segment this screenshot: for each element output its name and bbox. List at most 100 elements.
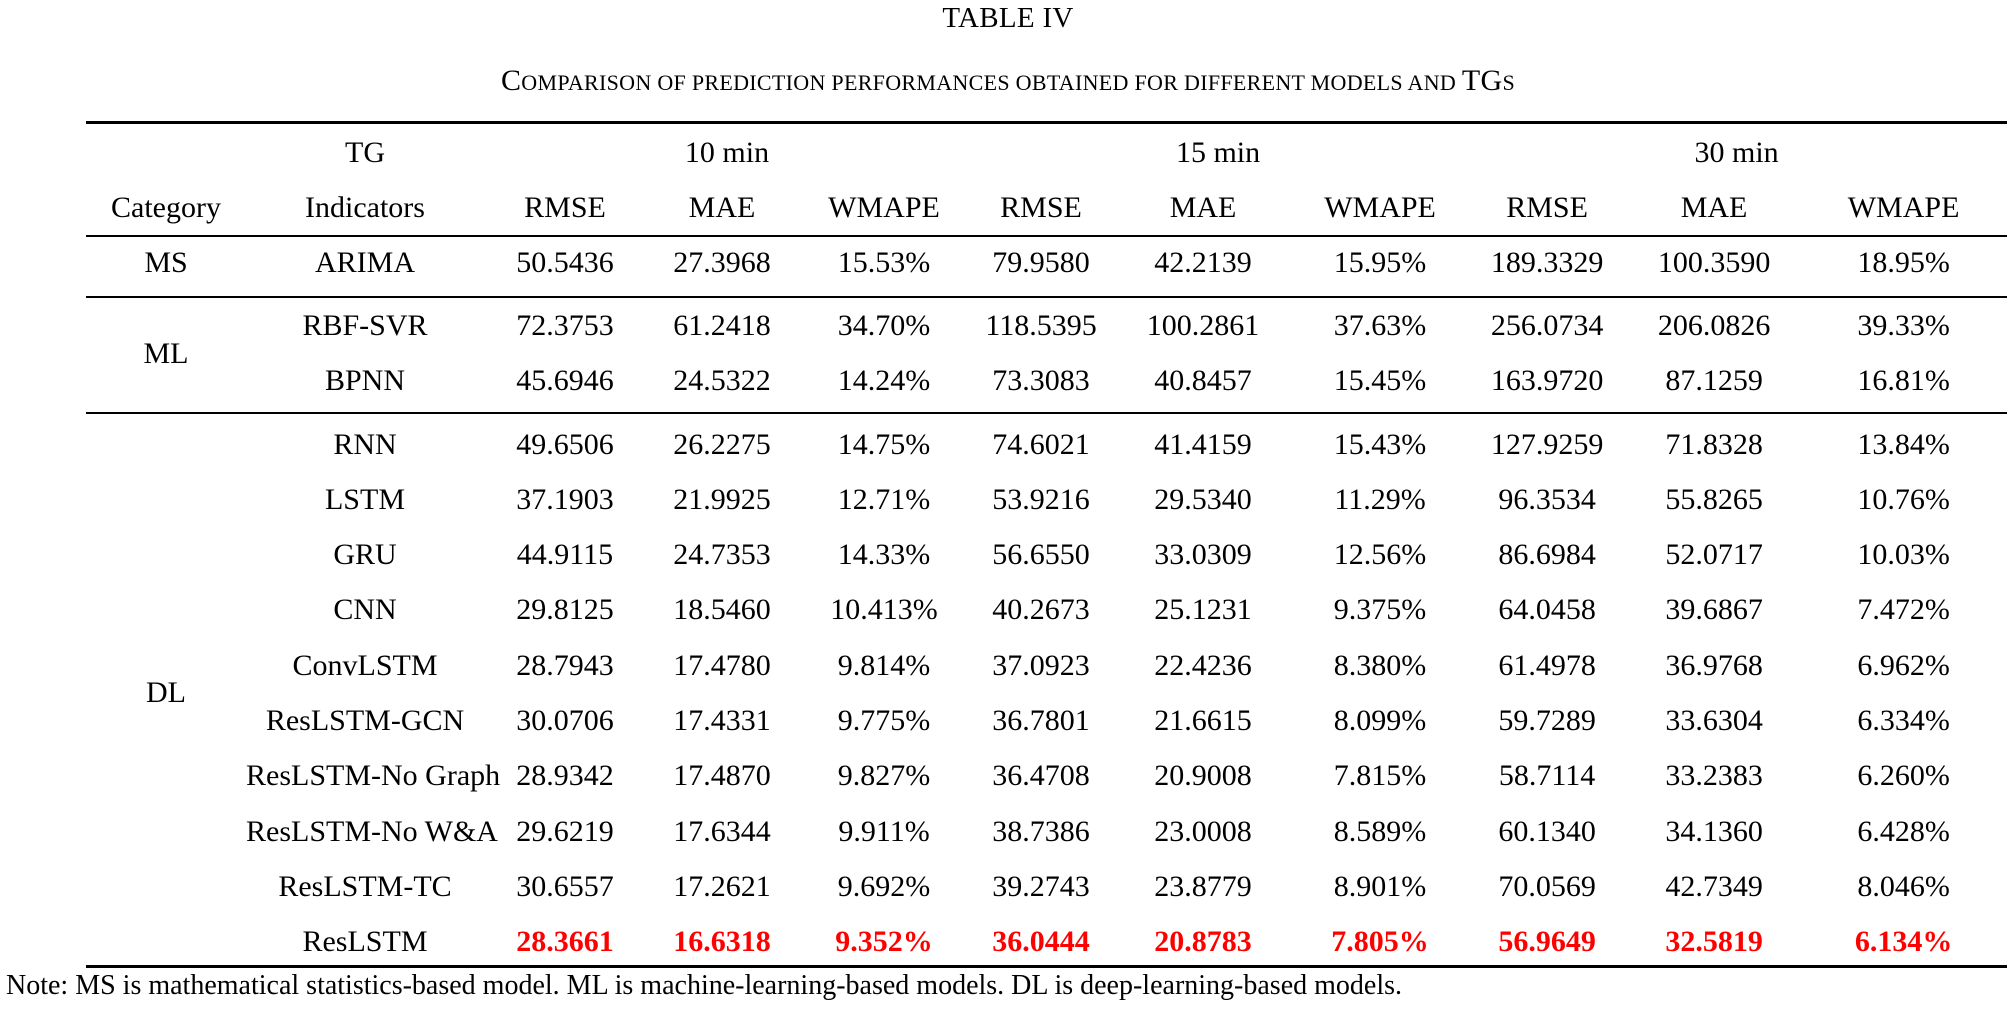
header-mae: MAE — [1169, 191, 1237, 224]
value-cell: 14.24% — [837, 364, 931, 398]
value-cell: 41.4159 — [1154, 427, 1252, 461]
ml-group-rule — [86, 412, 2007, 414]
value-cell: 58.7114 — [1498, 759, 1596, 793]
value-cell: 15.43% — [1333, 427, 1427, 461]
value-cell: 26.2275 — [673, 427, 771, 461]
value-cell: 30.6557 — [516, 869, 614, 903]
value-cell: 23.0008 — [1154, 814, 1252, 848]
value-cell: 53.9216 — [992, 482, 1090, 516]
value-cell: 20.8783 — [1154, 925, 1252, 959]
header-rmse: RMSE — [1506, 191, 1588, 224]
model-cell: ResLSTM-TC — [278, 869, 452, 903]
value-cell: 6.962% — [1857, 648, 1950, 682]
value-cell: 8.099% — [1333, 704, 1427, 738]
model-cell: GRU — [333, 538, 397, 572]
table-note: Note: MS is mathematical statistics-base… — [6, 970, 1403, 1001]
value-cell: 9.911% — [838, 814, 930, 848]
table-row: ResLSTM-TC 30.6557 17.2621 9.692% 39.2743 23.… — [86, 859, 2007, 914]
value-cell: 256.0734 — [1490, 308, 1604, 342]
value-cell: 13.84% — [1857, 427, 1950, 461]
value-cell: 16.6318 — [673, 925, 771, 959]
value-cell: 9.814% — [837, 648, 931, 682]
value-cell: 42.7349 — [1665, 869, 1763, 903]
value-cell: 29.6219 — [516, 814, 614, 848]
value-cell: 55.8265 — [1665, 482, 1763, 516]
value-cell: 39.33% — [1857, 308, 1950, 342]
value-cell: 17.4780 — [673, 648, 771, 682]
value-cell: 22.4236 — [1154, 648, 1252, 682]
value-cell: 100.3590 — [1657, 245, 1771, 279]
value-cell: 39.6867 — [1665, 593, 1763, 627]
subtitle-initial: C — [500, 64, 522, 97]
value-cell: 38.7386 — [992, 814, 1090, 848]
table-row: ResLSTM-No W&A 29.6219 17.6344 9.911% 38.738… — [86, 804, 2007, 859]
table-row: LSTM 37.1903 21.9925 12.71% 53.9216 29.5340 11… — [86, 472, 2007, 527]
header-wmape: WMAPE — [828, 191, 940, 224]
value-cell: 14.33% — [837, 538, 931, 572]
value-cell: 7.815% — [1333, 759, 1427, 793]
header-group-10min: 10 min — [684, 135, 770, 169]
ms-group-rule — [86, 296, 2007, 298]
value-cell: 36.7801 — [992, 704, 1090, 738]
value-cell: 28.3661 — [516, 925, 614, 959]
value-cell: 29.5340 — [1154, 482, 1252, 516]
value-cell: 118.5395 — [985, 308, 1097, 342]
value-cell: 74.6021 — [992, 427, 1090, 461]
value-cell: 206.0826 — [1657, 308, 1771, 342]
value-cell: 17.4870 — [673, 759, 771, 793]
table-row: ResLSTM 28.3661 16.6318 9.352% 36.0444 20.878… — [86, 915, 2007, 970]
header-mae: MAE — [688, 191, 756, 224]
table-row: BPNN 45.6946 24.5322 14.24% 73.3083 40.8457 15… — [86, 354, 2007, 409]
value-cell: 70.0569 — [1498, 869, 1596, 903]
value-cell: 28.9342 — [516, 759, 614, 793]
header-group-30min: 30 min — [1694, 135, 1779, 169]
value-cell: 72.3753 — [516, 308, 614, 342]
table-row: ResLSTM-GCN 30.0706 17.4331 9.775% 36.7801 21… — [86, 693, 2007, 748]
value-cell: 36.0444 — [992, 925, 1090, 959]
value-cell: 96.3534 — [1498, 482, 1596, 516]
value-cell: 27.3968 — [673, 245, 771, 279]
value-cell: 15.95% — [1333, 245, 1427, 279]
value-cell: 32.5819 — [1665, 925, 1763, 959]
value-cell: 18.5460 — [673, 593, 771, 627]
group-spacer — [86, 409, 2007, 417]
value-cell: 79.9580 — [992, 245, 1090, 279]
value-cell: 52.0717 — [1665, 538, 1763, 572]
value-cell: 6.428% — [1857, 814, 1950, 848]
model-cell: LSTM — [324, 482, 405, 516]
value-cell: 39.2743 — [992, 869, 1090, 903]
value-cell: 10.03% — [1857, 538, 1950, 572]
value-cell: 163.9720 — [1490, 364, 1604, 398]
model-cell: CNN — [333, 593, 397, 627]
value-cell: 9.692% — [837, 869, 931, 903]
header-wmape: WMAPE — [1847, 191, 1960, 224]
value-cell: 6.260% — [1857, 759, 1950, 793]
value-cell: 8.046% — [1857, 869, 1950, 903]
value-cell: 24.5322 — [673, 364, 771, 398]
table-row: ConvLSTM 28.7943 17.4780 9.814% 37.0923 22.42… — [86, 638, 2007, 693]
value-cell: 12.56% — [1333, 538, 1427, 572]
value-cell: 7.472% — [1857, 593, 1950, 627]
value-cell: 9.352% — [835, 925, 933, 959]
value-cell: 33.2383 — [1665, 759, 1763, 793]
value-cell: 61.4978 — [1498, 648, 1596, 682]
subtitle-tg-suffix: S — [1502, 70, 1516, 95]
model-cell: RNN — [333, 427, 397, 461]
value-cell: 37.0923 — [992, 648, 1090, 682]
table-row: MS ARIMA 50.5436 27.3968 15.53% 79.9580 42.213… — [86, 235, 2007, 290]
model-cell: ARIMA — [314, 245, 415, 279]
value-cell: 33.0309 — [1154, 538, 1252, 572]
value-cell: 37.63% — [1333, 308, 1427, 342]
header-wmape: WMAPE — [1324, 191, 1436, 224]
value-cell: 34.70% — [837, 308, 931, 342]
table-row: ResLSTM-No Graph 28.9342 17.4870 9.827% 36.4… — [86, 749, 2007, 804]
value-cell: 49.6506 — [516, 427, 614, 461]
value-cell: 6.134% — [1854, 925, 1953, 959]
value-cell: 86.6984 — [1498, 538, 1596, 572]
table-title: TABLE IV — [942, 2, 1074, 34]
model-cell: BPNN — [324, 364, 406, 398]
value-cell: 36.4708 — [992, 759, 1090, 793]
table-row: GRU 44.9115 24.7353 14.33% 56.6550 33.0309 12.… — [86, 527, 2007, 582]
value-cell: 6.334% — [1857, 704, 1950, 738]
value-cell: 37.1903 — [516, 482, 614, 516]
